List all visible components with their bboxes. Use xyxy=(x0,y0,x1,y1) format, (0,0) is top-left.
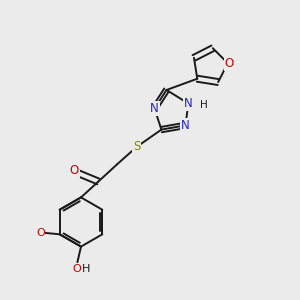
Text: H: H xyxy=(200,100,208,110)
Text: N: N xyxy=(150,102,159,115)
Text: N: N xyxy=(184,97,193,110)
Text: S: S xyxy=(133,140,140,154)
Text: H: H xyxy=(35,228,44,238)
Text: O: O xyxy=(225,57,234,70)
Text: H: H xyxy=(82,264,91,274)
Text: O: O xyxy=(72,264,81,274)
Text: O: O xyxy=(70,164,79,178)
Text: O: O xyxy=(36,228,45,238)
Text: N: N xyxy=(181,119,190,132)
